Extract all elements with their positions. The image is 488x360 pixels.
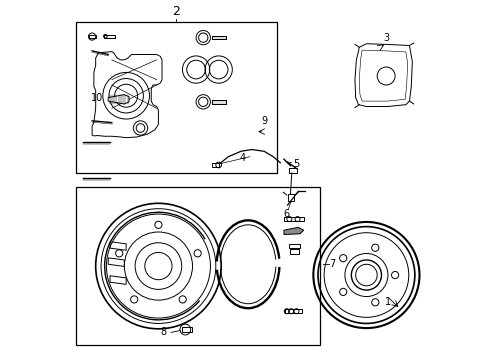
- Text: 5: 5: [293, 159, 299, 169]
- Bar: [212, 163, 218, 167]
- Text: 10: 10: [91, 93, 103, 103]
- Bar: [211, 36, 225, 40]
- Bar: [88, 35, 96, 38]
- Bar: [76, 22, 276, 173]
- Text: 8: 8: [161, 327, 166, 337]
- Bar: [211, 100, 225, 104]
- Text: 9: 9: [261, 116, 267, 126]
- Text: 6: 6: [283, 209, 289, 219]
- Bar: [285, 309, 302, 314]
- Bar: [211, 36, 225, 40]
- Text: 3: 3: [382, 33, 388, 43]
- Bar: [287, 194, 293, 201]
- Bar: [284, 217, 303, 221]
- Bar: [104, 35, 115, 38]
- Text: 2: 2: [172, 5, 180, 18]
- Bar: [211, 100, 225, 104]
- Bar: [289, 244, 300, 248]
- Bar: [289, 168, 297, 173]
- Polygon shape: [284, 227, 303, 234]
- Bar: [182, 327, 191, 332]
- Bar: [76, 187, 319, 345]
- Bar: [290, 249, 298, 253]
- Text: 7: 7: [328, 259, 335, 269]
- Polygon shape: [108, 95, 129, 104]
- Text: 1: 1: [384, 297, 390, 307]
- Text: 4: 4: [239, 153, 245, 163]
